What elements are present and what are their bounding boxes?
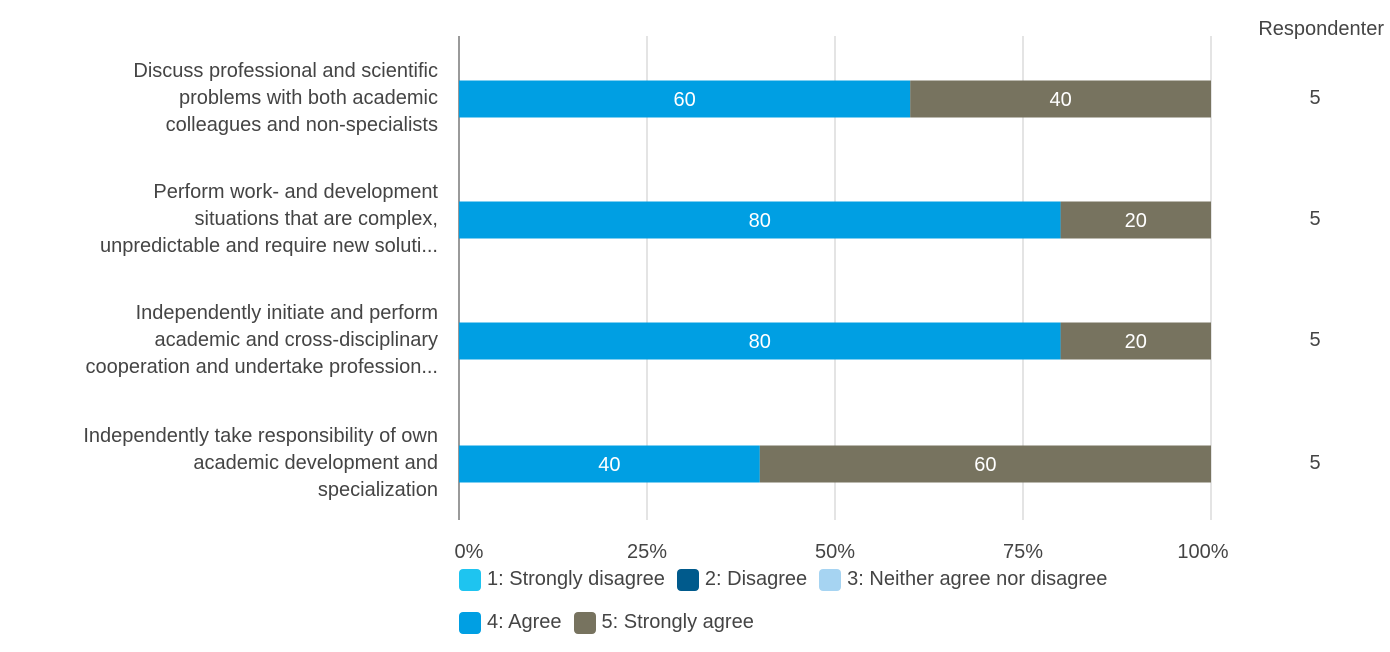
category-label-line: academic and cross-disciplinary	[154, 329, 438, 351]
legend-label: 3: Neither agree nor disagree	[847, 568, 1108, 590]
x-tick-label: 100%	[1177, 541, 1228, 563]
category-label-line: colleagues and non-specialists	[165, 114, 438, 136]
data-label: 40	[598, 454, 620, 476]
category-label-line: Independently initiate and perform	[135, 302, 438, 324]
respondents-value: 5	[1309, 452, 1321, 474]
legend-label: 5: Strongly agree	[601, 611, 754, 633]
category-label-line: unpredictable and require new soluti...	[100, 235, 438, 257]
data-label: 40	[1049, 89, 1071, 111]
legend-swatch	[819, 568, 842, 591]
category-label: Perform work- and development situations …	[0, 179, 438, 260]
bar-segment	[910, 80, 1211, 118]
data-label: 80	[749, 331, 771, 353]
legend-swatch	[573, 611, 596, 634]
category-label-line: Discuss professional and scientific	[133, 60, 438, 82]
respondents-value: 5	[1309, 208, 1321, 230]
bar-segment	[459, 322, 1061, 360]
bars: 60 40 80 20 80 20 40 60	[459, 80, 1211, 483]
category-label-line: problems with both academic	[178, 87, 438, 109]
x-tick-label: 0%	[455, 541, 484, 563]
data-label: 20	[1125, 331, 1147, 353]
category-label-line: academic development and	[193, 452, 438, 474]
category-label: Independently take responsibility of own…	[0, 423, 438, 504]
legend-item: 4: Agree	[459, 611, 562, 634]
category-label-line: Independently take responsibility of own	[83, 425, 438, 447]
respondents-value: 5	[1309, 329, 1321, 351]
x-tick-label: 50%	[815, 541, 855, 563]
legend-swatch	[676, 568, 699, 591]
category-label-line: Perform work- and development	[153, 181, 438, 203]
data-label: 80	[749, 210, 771, 232]
data-label: 20	[1125, 210, 1147, 232]
bar-segment	[459, 80, 911, 118]
bar-segment	[1060, 322, 1211, 360]
respondents-header: Respondenter	[1258, 18, 1384, 40]
category-label: Independently initiate and perform academ…	[0, 300, 438, 381]
legend-item: 1: Strongly disagree	[459, 568, 665, 591]
bar-segment	[759, 445, 1211, 483]
legend-swatch	[459, 568, 481, 591]
data-label: 60	[673, 89, 695, 111]
legend-label: 2: Disagree	[704, 568, 808, 590]
bar-segment	[459, 445, 760, 483]
bar-segment	[1060, 201, 1211, 239]
category-label-line: situations that are complex,	[194, 208, 438, 230]
data-label: 60	[974, 454, 996, 476]
legend-label: 4: Agree	[487, 611, 562, 633]
category-label-line: cooperation and undertake profession...	[85, 356, 438, 378]
bar-segment	[459, 201, 1061, 239]
legend-item: 2: Disagree	[676, 568, 808, 591]
x-tick-label: 25%	[627, 541, 667, 563]
legend-label: 1: Strongly disagree	[487, 568, 665, 590]
legend-item: 5: Strongly agree	[573, 611, 754, 634]
legend-swatch	[459, 611, 481, 634]
legend-item: 3: Neither agree nor disagree	[819, 568, 1107, 591]
respondents-value: 5	[1309, 87, 1321, 109]
category-label: Discuss professional and scientific probl…	[0, 58, 438, 139]
legend-row: 4: Agree 5: Strongly agree	[459, 611, 766, 634]
legend-row: 1: Strongly disagree 2: Disagree 3: Neithe…	[459, 568, 1119, 591]
category-label-line: specialization	[317, 479, 438, 501]
x-tick-labels: 0% 25% 50% 75% 100%	[455, 541, 1229, 563]
x-tick-label: 75%	[1003, 541, 1043, 563]
